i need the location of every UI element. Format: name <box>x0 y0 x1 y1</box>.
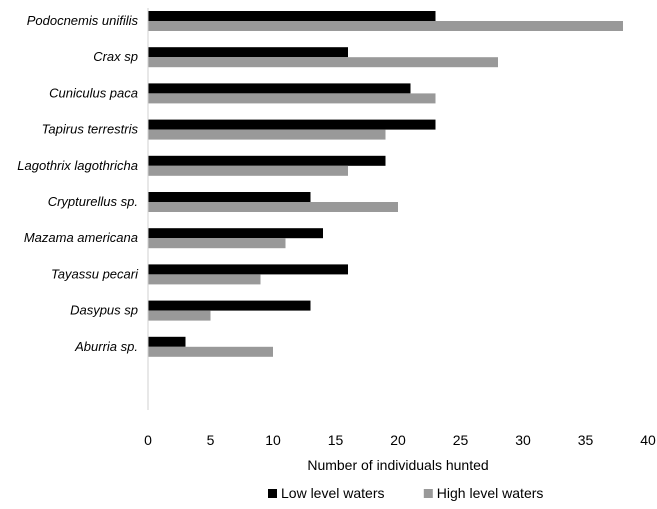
bar-low-crax-sp <box>148 47 348 58</box>
category-label: Lagothrix lagothricha <box>17 158 138 173</box>
x-tick-label: 10 <box>265 432 281 448</box>
legend-swatch-low <box>268 489 277 498</box>
x-tick-label: 15 <box>328 432 344 448</box>
bar-high-dasypus-sp <box>148 310 211 321</box>
legend-label-high: High level waters <box>437 485 544 501</box>
category-label: Crax sp <box>93 49 138 64</box>
category-label: Tayassu pecari <box>51 266 139 281</box>
category-label: Tapirus terrestris <box>42 122 139 137</box>
bar-low-podocnemis-unifilis <box>148 11 436 21</box>
legend-label-low: Low level waters <box>281 485 385 501</box>
bar-high-podocnemis-unifilis <box>148 21 623 31</box>
x-tick-labels: 0 5 10 15 20 25 30 35 40 <box>144 432 656 448</box>
x-tick-label: 20 <box>390 432 406 448</box>
bar-low-tayassu-pecari <box>148 264 348 275</box>
bar-low-dasypus-sp <box>148 300 311 311</box>
bar-low-lagothrix-lagothricha <box>148 155 386 166</box>
x-tick-label: 30 <box>515 432 531 448</box>
bar-high-tapirus-terrestris <box>148 129 386 140</box>
x-tick-label: 40 <box>640 432 656 448</box>
x-tick-label: 5 <box>207 432 215 448</box>
category-label: Dasypus sp <box>70 303 138 318</box>
x-tick-label: 0 <box>144 432 152 448</box>
category-label: Aburria sp. <box>74 339 138 354</box>
legend: Low level waters High level waters <box>268 485 543 501</box>
bars-layer <box>148 11 623 357</box>
x-axis-title: Number of individuals hunted <box>307 457 488 473</box>
category-label: Crypturellus sp. <box>48 194 138 209</box>
bar-low-tapirus-terrestris <box>148 119 436 130</box>
category-labels: Podocnemis unifilis Crax sp Cuniculus paca… <box>17 13 139 354</box>
bar-high-crax-sp <box>148 57 498 68</box>
bar-low-mazama-americana <box>148 228 323 239</box>
category-label: Cuniculus paca <box>49 85 138 100</box>
x-tick-label: 35 <box>578 432 594 448</box>
bar-high-lagothrix-lagothricha <box>148 165 348 176</box>
x-tick-label: 25 <box>453 432 469 448</box>
bar-high-aburria-sp <box>148 346 273 357</box>
bar-low-aburria-sp <box>148 336 186 347</box>
category-label: Mazama americana <box>24 230 138 245</box>
bar-low-cuniculus-paca <box>148 83 411 94</box>
bar-high-crypturellus-sp <box>148 202 398 212</box>
bar-high-mazama-americana <box>148 238 286 249</box>
bar-high-tayassu-pecari <box>148 274 261 285</box>
bar-high-cuniculus-paca <box>148 93 436 104</box>
category-label: Podocnemis unifilis <box>27 13 139 28</box>
bar-low-crypturellus-sp <box>148 192 311 202</box>
legend-swatch-high <box>423 489 433 498</box>
